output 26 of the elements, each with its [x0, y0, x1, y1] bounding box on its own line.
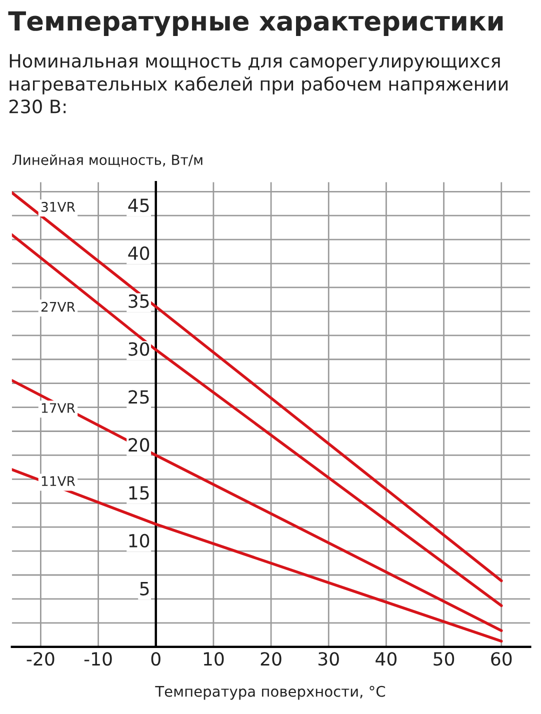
y-tick-label: 30 — [128, 342, 150, 356]
series-label: 27VR — [41, 302, 76, 312]
y-axis-title: Линейная мощность, Вт/м — [12, 154, 202, 167]
y-tick-label: 45 — [128, 198, 149, 212]
x-tick-label: -20 — [26, 652, 54, 666]
y-tick-label: 25 — [128, 390, 149, 404]
x-tick-label: 60 — [491, 652, 512, 666]
x-tick-label: 0 — [151, 652, 160, 666]
chart-subtitle: Номинальная мощность для саморегулирующихся нагревательных кабелей при рабочем напряжении 230 В: — [9, 54, 508, 114]
series-label: 17VR — [42, 403, 76, 413]
x-axis-title: Температура поверхности, °C — [155, 686, 386, 700]
series-label: 31VR — [41, 202, 76, 212]
y-tick-label: 10 — [129, 534, 150, 548]
x-tick-label: 30 — [318, 652, 339, 666]
y-tick-label: 5 — [140, 582, 149, 596]
x-tick-label: 50 — [434, 652, 454, 666]
chart-title: Температурные характеристики — [8, 11, 503, 36]
x-tick-label: 40 — [376, 652, 396, 666]
series-label: 11VR — [42, 476, 76, 486]
x-tick-label: 10 — [204, 652, 224, 666]
x-tick-label: 20 — [260, 652, 282, 666]
y-tick-label: 35 — [128, 294, 149, 308]
y-tick-label: 40 — [128, 246, 150, 260]
y-tick-label: 15 — [129, 486, 149, 500]
y-tick-label: 20 — [128, 438, 150, 452]
x-tick-label: -10 — [84, 652, 112, 666]
